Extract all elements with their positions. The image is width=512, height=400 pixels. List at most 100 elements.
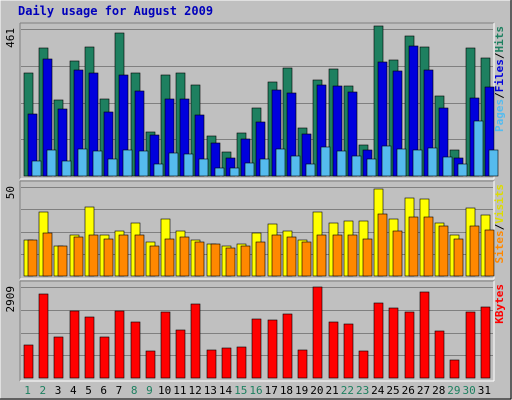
sites-bar (316, 234, 327, 277)
pages-bar (290, 155, 301, 177)
kbytes-bar (190, 303, 201, 379)
day-label: 7 (116, 384, 123, 397)
day-label: 20 (310, 384, 323, 397)
pages-bar (92, 150, 103, 177)
sites-bar (484, 229, 495, 277)
kbytes-bar (480, 306, 491, 379)
kbytes-bar (373, 302, 384, 379)
pages-bar (259, 158, 270, 177)
pages-bar (412, 149, 423, 177)
kbytes-bar (312, 286, 323, 379)
y-max-label: 461 (4, 28, 17, 48)
legend-entry: KBytes (493, 284, 506, 324)
pages-bar (488, 149, 499, 177)
day-label: 13 (204, 384, 217, 397)
sites-bar (332, 234, 343, 277)
day-label: 9 (146, 384, 153, 397)
chart-title: Daily usage for August 2009 (18, 4, 213, 18)
kbytes-bar (388, 307, 399, 379)
day-label: 17 (265, 384, 278, 397)
pages-bar (275, 148, 286, 177)
legend-entry: / (493, 92, 506, 99)
pages-bar (244, 162, 255, 177)
sites-bar (301, 241, 312, 277)
kbytes-bar (38, 293, 49, 379)
kbytes-bar (53, 336, 64, 379)
day-label: 22 (341, 384, 354, 397)
kbytes-bar (114, 310, 125, 379)
kbytes-bar (145, 350, 156, 379)
day-label: 27 (417, 384, 430, 397)
kbytes-bar (69, 310, 80, 379)
sites-bar (149, 245, 160, 277)
sites-bar (392, 230, 403, 277)
pages-bar (381, 145, 392, 177)
kbytes-bar (434, 330, 445, 379)
sites-bar (27, 239, 38, 277)
y-max-label: 2909 (4, 286, 17, 313)
kbytes-bar (465, 311, 476, 379)
pages-bar (168, 152, 179, 177)
pages-bar (46, 149, 57, 177)
kbytes-bar (297, 349, 308, 379)
pages-bar (107, 158, 118, 177)
pages-bar (305, 163, 316, 177)
x-axis-day-labels: 1 2 3 4 5 6 7 8 9 10 11 12 13 14 15 16 17 18 19 20 21 22 23 24 2… (24, 384, 491, 397)
series-kbytes (23, 286, 491, 379)
panel-legend: Sites/Visits (493, 184, 506, 264)
legend-entry: Pages (493, 99, 506, 132)
kbytes-bar (23, 344, 34, 379)
pages-bar (214, 167, 225, 177)
day-label: 10 (158, 384, 171, 397)
pages-bar (122, 149, 133, 177)
sites-bar (408, 216, 419, 277)
day-label: 24 (371, 384, 385, 397)
day-label: 1 (24, 384, 31, 397)
sites-bar (194, 241, 205, 277)
sites-bar (347, 234, 358, 277)
pages-bar (77, 148, 88, 177)
sites-bar (164, 238, 175, 277)
pages-bar (229, 167, 240, 177)
sites-bar (118, 234, 129, 277)
kbytes-bar (236, 346, 247, 379)
pages-bar (351, 155, 362, 177)
sites-bar (88, 234, 99, 277)
day-label: 8 (131, 384, 138, 397)
kbytes-bar (328, 321, 339, 379)
day-label: 30 (463, 384, 476, 397)
legend-entry: Visits (493, 184, 506, 224)
pages-bar (153, 163, 164, 177)
day-label: 18 (280, 384, 293, 397)
day-label: 5 (85, 384, 92, 397)
kbytes-bar (343, 323, 354, 379)
pages-bar (320, 146, 331, 177)
pages-bar (31, 160, 42, 177)
sites-bar (286, 236, 297, 277)
sites-bar (225, 247, 236, 277)
series-sites (27, 213, 495, 277)
sites-bar (134, 234, 145, 277)
legend-entry: / (493, 52, 506, 59)
kbytes-bar (358, 350, 369, 379)
day-label: 14 (219, 384, 233, 397)
y-max-label: 50 (4, 186, 17, 199)
day-label: 29 (447, 384, 460, 397)
day-label: 21 (326, 384, 339, 397)
day-label: 6 (100, 384, 107, 397)
day-label: 25 (386, 384, 399, 397)
kbytes-bar (175, 329, 186, 379)
sites-bar (453, 238, 464, 277)
sites-bar (73, 236, 84, 277)
pages-bar (396, 148, 407, 177)
kbytes-bar (251, 318, 262, 379)
pages-bar (183, 153, 194, 177)
pages-bar (442, 156, 453, 177)
sites-bar (438, 225, 449, 277)
pages-bar (336, 150, 347, 177)
sites-bar (377, 213, 388, 277)
sites-bar (255, 241, 266, 277)
day-label: 26 (402, 384, 415, 397)
